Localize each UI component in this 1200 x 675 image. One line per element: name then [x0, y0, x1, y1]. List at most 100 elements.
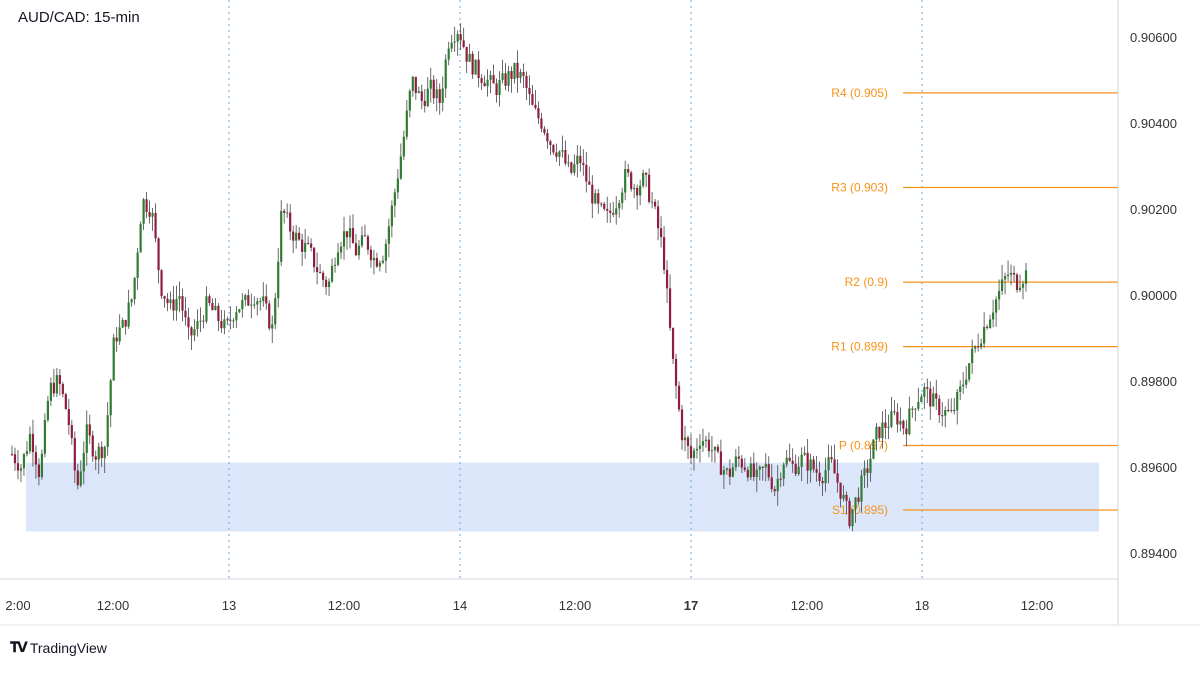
- candle-body: [510, 71, 513, 79]
- candle-body: [974, 346, 977, 349]
- candle-body: [112, 337, 115, 381]
- candle-body: [1012, 272, 1016, 275]
- candle-body: [414, 76, 417, 93]
- candle-body: [725, 468, 728, 471]
- x-tick-label: 12:00: [559, 598, 592, 613]
- candle-body: [160, 270, 163, 297]
- y-tick-label: 0.90000: [1130, 288, 1177, 303]
- tradingview-logo[interactable]: 𝐓V TradingView: [10, 640, 107, 656]
- candle-body: [1000, 279, 1004, 291]
- candle-body: [265, 296, 268, 304]
- candle-body: [190, 327, 193, 336]
- candle-body: [815, 469, 818, 473]
- candle-body: [968, 363, 971, 380]
- candle-body: [989, 319, 992, 328]
- candle-body: [627, 169, 630, 173]
- candle-body: [438, 89, 441, 103]
- candle-body: [214, 305, 217, 311]
- candle-body: [384, 243, 387, 261]
- candle-body: [600, 203, 603, 205]
- candle-body: [794, 463, 797, 475]
- candle-body: [561, 150, 564, 152]
- candle-body: [178, 296, 181, 300]
- candle-body: [956, 391, 959, 411]
- candle-body: [887, 426, 890, 428]
- candle-body: [262, 296, 265, 302]
- candle-body: [97, 446, 100, 460]
- candle-body: [196, 321, 199, 330]
- candle-body: [1003, 275, 1007, 280]
- candle-body: [247, 295, 250, 306]
- candle-body: [914, 408, 917, 410]
- candle-body: [307, 242, 310, 244]
- candle-body: [336, 252, 340, 265]
- candle-body: [103, 446, 106, 459]
- candle-body: [351, 228, 355, 244]
- candle-body: [256, 301, 259, 305]
- level-label-1: R3 (0.903): [831, 181, 888, 195]
- candle-body: [656, 206, 660, 229]
- candle-body: [477, 59, 480, 79]
- candle-body: [806, 452, 809, 471]
- candle-body: [82, 452, 85, 472]
- candle-body: [402, 136, 405, 157]
- candle-body: [980, 343, 983, 348]
- candle-body: [232, 320, 235, 322]
- candle-body: [719, 451, 723, 475]
- candle-body: [100, 446, 103, 459]
- candle-body: [295, 232, 298, 241]
- candle-body: [689, 446, 693, 458]
- candle-body: [839, 482, 842, 499]
- candle-body: [348, 228, 352, 238]
- candle-body: [283, 210, 286, 213]
- candle-body: [375, 257, 379, 267]
- candle-body: [139, 223, 142, 253]
- candle-body: [205, 296, 208, 322]
- candle-body: [845, 494, 848, 501]
- candle-body: [938, 398, 941, 416]
- candle-body: [22, 454, 26, 469]
- candle-body: [854, 497, 857, 510]
- candle-body: [788, 457, 791, 461]
- candle-body: [818, 472, 821, 481]
- candle-body: [528, 87, 531, 94]
- candle-body: [812, 459, 815, 470]
- candle-body: [809, 459, 812, 471]
- candle-body: [399, 156, 402, 179]
- support-zone: [26, 462, 1099, 532]
- candle-body: [241, 299, 244, 310]
- x-tick-label: 14: [453, 598, 467, 613]
- candle-body: [88, 424, 91, 436]
- candle-body: [531, 93, 534, 105]
- candle-body: [157, 238, 160, 271]
- candle-body: [277, 261, 280, 299]
- y-tick-label: 0.90200: [1130, 202, 1177, 217]
- candle-body: [1021, 283, 1025, 288]
- candle-body: [1009, 272, 1013, 275]
- candle-body: [366, 236, 370, 250]
- candle-body: [594, 193, 597, 204]
- candle-body: [250, 304, 253, 306]
- candle-body: [645, 173, 648, 175]
- candle-body: [962, 384, 965, 387]
- candle-body: [318, 272, 322, 274]
- candle-body: [456, 34, 459, 42]
- candle-body: [423, 100, 426, 107]
- candle-body: [441, 88, 444, 103]
- candle-body: [749, 463, 752, 478]
- candle-body: [220, 321, 223, 329]
- candle-body: [444, 59, 447, 89]
- candle-body: [417, 91, 420, 93]
- candle-body: [166, 298, 169, 304]
- candle-body: [432, 79, 435, 99]
- candle-body: [971, 348, 974, 364]
- candle-body: [55, 375, 58, 394]
- candle-body: [43, 420, 47, 454]
- candle-body: [127, 302, 130, 327]
- candle-body: [387, 226, 390, 244]
- candle-body: [435, 89, 438, 99]
- candle-body: [830, 457, 833, 460]
- candle-body: [226, 319, 229, 321]
- candle-body: [142, 199, 145, 224]
- candle-body: [555, 152, 558, 157]
